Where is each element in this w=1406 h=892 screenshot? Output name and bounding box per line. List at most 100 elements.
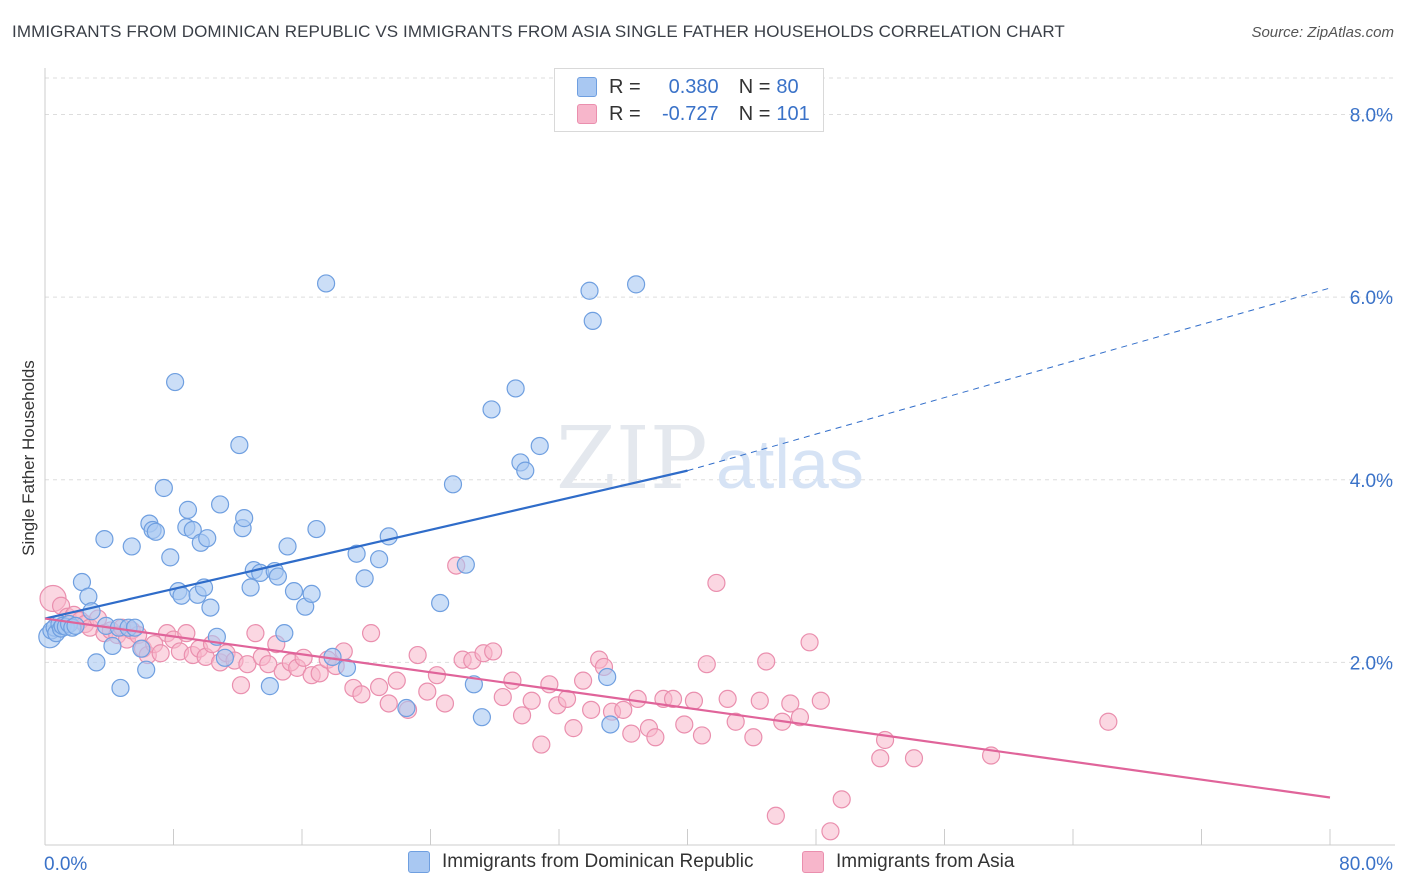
watermark: ZIP atlas	[556, 409, 864, 509]
asia-point	[259, 655, 278, 674]
asia-point	[757, 652, 776, 671]
y-tick-label: 6.0%	[1350, 288, 1393, 309]
legend-row-asia: R = -0.727 N = 101	[577, 103, 810, 125]
asia-point	[352, 685, 371, 704]
dominican-point	[103, 636, 122, 656]
dominican-point	[506, 379, 525, 398]
dominican-point	[166, 372, 185, 392]
asia-point	[718, 689, 737, 709]
asia-point	[707, 573, 726, 593]
dominican-point	[598, 667, 617, 687]
dominican-point	[154, 478, 173, 498]
dominican-point	[284, 582, 304, 601]
asia-point	[744, 728, 763, 747]
dominican-point	[241, 578, 260, 597]
dominican-point	[137, 660, 156, 679]
asia-point	[484, 642, 503, 661]
correlation-legend: R = 0.380 N = 80 R = -0.727 N = 101	[554, 68, 824, 132]
asia-point	[790, 708, 810, 727]
legend-swatch-pink	[577, 104, 597, 124]
dominican-point	[198, 529, 217, 548]
dominican-point	[278, 537, 297, 556]
dominican-point	[626, 275, 646, 294]
asia-point	[1099, 712, 1118, 731]
dominican-point	[355, 569, 374, 588]
legend-r-value: -0.727	[661, 102, 719, 125]
x-tick-label: 80.0%	[1339, 854, 1393, 875]
asia-point	[871, 749, 890, 768]
dominican-point	[583, 311, 602, 330]
dominican-point	[472, 708, 491, 727]
y-tick-label: 4.0%	[1350, 471, 1393, 492]
dominican-point	[215, 648, 234, 667]
y-axis-label: Single Father Households	[19, 360, 38, 556]
dominican-point	[337, 658, 357, 677]
dominican-point	[307, 519, 326, 539]
source-label: Source: ZipAtlas.com	[1251, 24, 1394, 41]
chart-title: IMMIGRANTS FROM DOMINICAN REPUBLIC VS IM…	[12, 22, 1065, 41]
dominican-point	[260, 677, 279, 696]
asia-points	[39, 556, 1118, 841]
legend-n-value: 101	[776, 102, 810, 125]
asia-point	[628, 689, 647, 709]
asia-trend-line	[44, 617, 1331, 799]
dominican-point	[210, 495, 230, 514]
dominican-point	[530, 436, 549, 456]
bottom-legend-asia: Immigrants from Asia	[802, 851, 1014, 873]
asia-point	[418, 682, 437, 701]
asia-point	[522, 691, 541, 710]
axes	[44, 68, 1395, 846]
asia-point	[379, 694, 398, 713]
asia-point	[503, 671, 522, 690]
asia-point	[294, 648, 313, 667]
dominican-point	[482, 400, 501, 419]
dominican-point	[95, 530, 114, 549]
asia-point	[564, 719, 583, 738]
asia-point	[246, 624, 265, 643]
asia-point	[904, 749, 924, 768]
legend-n-label: N =	[738, 102, 771, 125]
x-tick-label: 0.0%	[44, 854, 87, 875]
legend-row-dominican: R = 0.380 N = 80	[577, 76, 799, 98]
watermark-zip: ZIP	[556, 409, 708, 509]
asia-point	[800, 633, 819, 652]
dominican-point	[580, 281, 599, 300]
asia-point	[750, 691, 769, 710]
bottom-legend-dominican: Immigrants from Dominican Republic	[408, 851, 754, 873]
legend-n-label: N =	[738, 75, 771, 98]
asia-point	[766, 806, 785, 825]
y-tick-label: 8.0%	[1350, 106, 1393, 127]
bottom-legend-label: Immigrants from Dominican Republic	[442, 851, 754, 872]
dominican-points	[38, 274, 646, 734]
dominican-trend-extension	[687, 287, 1331, 472]
asia-point	[493, 687, 512, 707]
dominican-point	[431, 593, 450, 613]
dominican-point	[347, 544, 366, 563]
dominican-point	[516, 461, 535, 480]
asia-point	[361, 624, 381, 643]
legend-n-value: 80	[776, 75, 799, 98]
y-tick-label: 2.0%	[1350, 653, 1393, 674]
dominican-point	[464, 675, 483, 694]
asia-point	[821, 822, 840, 841]
dominican-point	[132, 639, 151, 658]
asia-point	[512, 706, 532, 725]
asia-point	[532, 735, 551, 754]
dominican-point	[443, 475, 463, 494]
dominican-point	[302, 584, 321, 603]
dominican-point	[201, 598, 220, 617]
dominican-point	[122, 537, 141, 556]
watermark-atlas: atlas	[716, 425, 864, 503]
bottom-legend-swatch-pink	[802, 851, 824, 873]
bottom-legend-swatch-blue	[408, 851, 430, 873]
tick-labels: 2.0% 4.0% 6.0% 8.0% 0.0% 80.0%	[44, 106, 1393, 875]
asia-point	[408, 645, 427, 665]
dominican-point	[111, 678, 130, 698]
asia-point	[684, 691, 704, 710]
bottom-legend-label: Immigrants from Asia	[836, 851, 1015, 872]
dominican-point	[178, 500, 198, 519]
legend-r-label: R =	[609, 102, 641, 125]
asia-point	[781, 694, 800, 713]
asia-point	[427, 666, 447, 685]
